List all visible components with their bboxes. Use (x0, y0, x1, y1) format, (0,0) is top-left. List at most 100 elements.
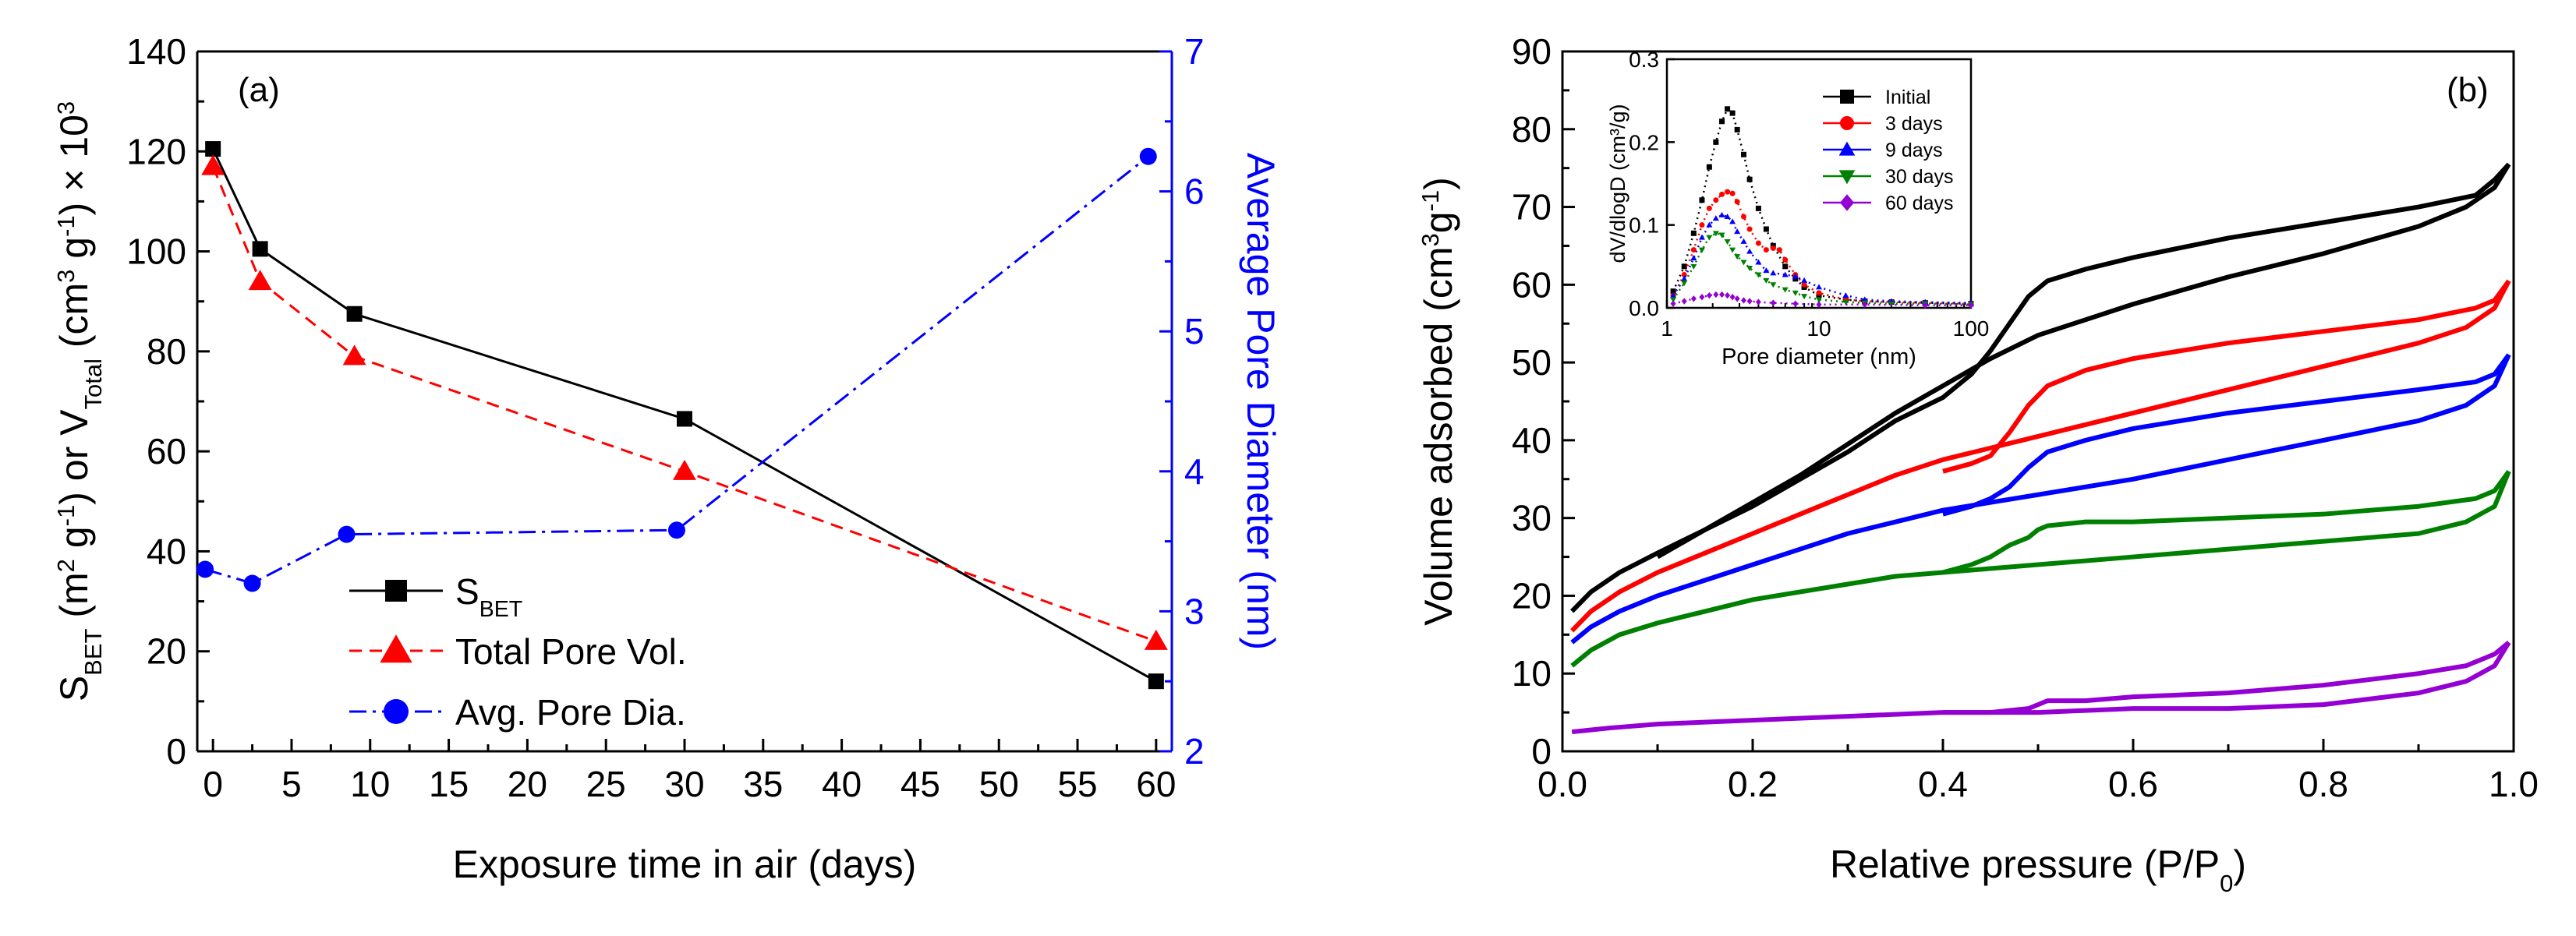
inset-point (1682, 263, 1687, 269)
inset-y-tick-label: 0.0 (1629, 296, 1659, 320)
inset-legend-label: 9 days (1885, 140, 1943, 161)
panel-b-y-label-part: -1 (1417, 190, 1444, 212)
panel-a-y-label: SBET (m2 g-1) or VTotal (cm3 g-1) × 103 (52, 101, 107, 701)
panel-a-x-tick-label: 40 (822, 764, 862, 804)
inset-point (1782, 263, 1788, 269)
inset-point (1777, 247, 1782, 253)
panel-b-x-tick-label: 0.2 (1728, 764, 1778, 804)
panel-a-point (196, 561, 214, 578)
panel-a-right-tick-label: 7 (1184, 31, 1205, 72)
panel-a-x-tick-label: 20 (508, 764, 547, 804)
panel-b-y-tick-label: 0 (1531, 731, 1552, 772)
inset-point (1713, 140, 1718, 145)
panel-a-y-label-part: ) × 10 (52, 115, 96, 215)
inset-point (1764, 247, 1769, 253)
legend-a-label: SBET (455, 571, 522, 622)
inset-point (1725, 189, 1730, 195)
panel-a-point (673, 460, 696, 480)
inset-point (1730, 191, 1736, 196)
inset-y-tick-label: 0.1 (1629, 214, 1659, 238)
panel-b-y-tick-label: 60 (1512, 264, 1552, 305)
inset-point (1699, 197, 1704, 203)
inset-point (1741, 214, 1746, 220)
inset-point (1735, 199, 1740, 204)
inset-legend-label: 3 days (1885, 113, 1943, 135)
inset-point (1735, 127, 1740, 132)
panel-a-y-label-part: 3 (52, 101, 80, 115)
panel-b-y-tick-label: 10 (1512, 653, 1552, 694)
legend-a-label-part: S (455, 571, 479, 612)
panel-a-x-tick-label: 0 (203, 764, 223, 804)
panel-a-point (253, 241, 268, 256)
panel-b-x-label-part: Relative pressure (P/P (1830, 842, 2220, 886)
panel-a-right-tick-label: 4 (1184, 451, 1205, 492)
panel-a-x-tick-label: 45 (901, 764, 940, 804)
inset-point (1699, 222, 1704, 228)
panel-b-x-tick-label: 0.8 (2298, 764, 2348, 804)
panel-a-y-label-part: (m (52, 572, 96, 628)
panel-b-x-label: Relative pressure (P/P0) (1830, 842, 2246, 897)
inset-point (1756, 241, 1761, 246)
panel-a-y-label-part: -1 (52, 215, 80, 237)
panel-a-point (1148, 673, 1164, 689)
legend-a-marker (380, 634, 412, 662)
panel-a-y-tick-label: 40 (147, 531, 186, 571)
inset-point (1707, 206, 1712, 211)
panel-a-y-label-part: 2 (52, 559, 80, 572)
panel-a-panel-label: (a) (238, 71, 280, 109)
panel-b-desorption-4 (1943, 642, 2509, 712)
panel-a-x-tick-label: 50 (979, 764, 1019, 804)
inset-point (1719, 192, 1725, 197)
panel-b-panel-label: (b) (2447, 71, 2489, 109)
panel-a-y-label-part: g (52, 237, 96, 270)
panel-a-right-tick-label: 5 (1184, 311, 1205, 351)
panel-a-point (249, 270, 272, 290)
panel-a-point (205, 141, 221, 157)
panel-a-right-tick-label: 3 (1184, 591, 1205, 631)
inset-legend-label: 30 days (1885, 166, 1954, 188)
panel-b-desorption-3 (1943, 472, 2509, 573)
panel-a-y-tick-label: 140 (126, 31, 186, 72)
inset-point (1741, 152, 1746, 157)
inset-point (1771, 245, 1776, 251)
legend-a-label: Avg. Pore Dia. (455, 692, 686, 733)
panel-a-x-tick-label: 35 (743, 764, 783, 804)
inset-y-tick-label: 0.2 (1629, 130, 1659, 154)
inset-point (1730, 111, 1736, 116)
panel-b-x-label-part: 0 (2220, 870, 2233, 897)
legend-a-marker (384, 699, 409, 724)
inset-y-label: dV/dlogD (cm³/g) (1606, 104, 1629, 263)
inset-legend-label: 60 days (1885, 192, 1954, 214)
panel-a-y-label-part: ) or V (52, 409, 96, 505)
panel-a-point (668, 521, 685, 539)
panel-b-y-label-part: g (1417, 211, 1460, 233)
panel-b-y-label-part: ) (1417, 177, 1460, 190)
panel-a-y-label-part: g (52, 526, 96, 559)
panel-b-y-tick-label: 30 (1512, 498, 1552, 539)
inset-x-tick-label: 10 (1806, 316, 1831, 341)
panel-b-x-tick-label: 0.4 (1918, 764, 1968, 804)
panel-a-y-label-part: S (52, 676, 96, 701)
panel-b-x-tick-label: 1.0 (2489, 764, 2539, 804)
panel-b-adsorption-4 (1572, 642, 2509, 732)
inset-point (1725, 106, 1730, 111)
panel-a: 0 5 10 15 20 25 30 35 40 45 50 55 600204060801001201… (52, 31, 1283, 886)
panel-b-y-tick-label: 40 (1512, 420, 1552, 461)
inset-point (1707, 164, 1712, 170)
panel-b-y-label-part: 3 (1417, 233, 1444, 246)
panel-b-y-tick-label: 50 (1512, 342, 1552, 383)
panel-a-y-label-part: -1 (52, 505, 80, 527)
panel-b: 0.0 0.2 0.4 0.6 0.8 1.00102030405060708090Rel… (1417, 31, 2539, 897)
figure-svg: 0 5 10 15 20 25 30 35 40 45 50 55 600204060801001201… (0, 0, 2576, 932)
panel-a-y-label-part: BET (80, 628, 107, 675)
panel-b-y-tick-label: 70 (1512, 187, 1552, 228)
inset-point (1747, 226, 1753, 231)
panel-a-x-tick-label: 55 (1057, 764, 1097, 804)
panel-a-y-tick-label: 120 (126, 131, 186, 171)
panel-a-y-tick-label: 20 (147, 631, 186, 672)
legend-a-marker (385, 580, 407, 602)
inset-point (1764, 226, 1769, 231)
panel-b-y-tick-label: 20 (1512, 575, 1552, 616)
panel-a-right-tick-label: 6 (1184, 171, 1205, 212)
panel-b-desorption-2 (1943, 355, 2509, 514)
